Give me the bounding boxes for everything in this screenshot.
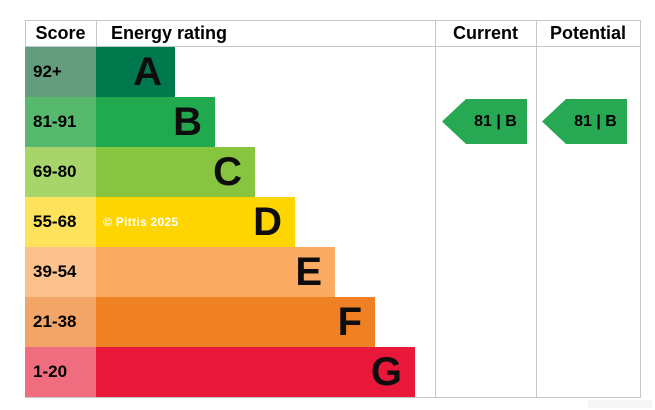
band-row-c: 69-80 C [25, 147, 255, 197]
potential-rating-label: 81 | B [574, 112, 617, 130]
band-letter-g: G [370, 349, 402, 394]
band-bar-g: G [96, 347, 415, 397]
band-bar-c: C [96, 147, 255, 197]
band-row-f: 21-38 F [25, 297, 375, 347]
band-bar-d: D [96, 197, 295, 247]
score-column-header: Score [35, 23, 86, 43]
table-top-border [25, 20, 641, 21]
header-bottom-border [25, 46, 641, 47]
copyright-watermark: © Pittis 2025 [103, 215, 179, 229]
table-bottom-border [25, 397, 641, 398]
score-range-b: 81-91 [25, 97, 96, 147]
band-letter-e: E [295, 249, 322, 294]
energy-rating-column-header: Energy rating [111, 23, 228, 43]
band-row-b: 81-91 B [25, 97, 215, 147]
score-range-e: 39-54 [25, 247, 96, 297]
score-range-f: 21-38 [25, 297, 96, 347]
current-column-header: Current [452, 23, 518, 43]
potential-rating-arrow: 81 | B [542, 99, 627, 144]
score-range-g: 1-20 [25, 347, 96, 397]
score-range-c: 69-80 [25, 147, 96, 197]
band-letter-f: F [337, 299, 362, 344]
table-right-border [640, 20, 641, 398]
band-bar-e: E [96, 247, 335, 297]
band-letter-d: D [253, 199, 282, 244]
current-rating-label: 81 | B [474, 112, 517, 130]
band-letter-c: C [213, 149, 242, 194]
current-rating-arrow: 81 | B [442, 99, 527, 144]
band-row-a: 92+ A [25, 47, 175, 97]
score-range-a: 92+ [25, 47, 96, 97]
band-letter-a: A [133, 49, 162, 94]
band-row-e: 39-54 E [25, 247, 335, 297]
band-row-d: 55-68 D [25, 197, 295, 247]
band-bar-f: F [96, 297, 375, 347]
faint-watermark [588, 400, 652, 408]
band-bar-b: B [96, 97, 215, 147]
potential-column-divider [536, 20, 537, 398]
current-column-divider [435, 20, 436, 398]
score-range-d: 55-68 [25, 197, 96, 247]
header-left-border [25, 20, 26, 47]
band-bar-a: A [96, 47, 175, 97]
potential-column-header: Potential [549, 23, 626, 43]
score-column-divider [96, 20, 97, 47]
band-row-g: 1-20 G [25, 347, 415, 397]
band-letter-b: B [173, 99, 202, 144]
